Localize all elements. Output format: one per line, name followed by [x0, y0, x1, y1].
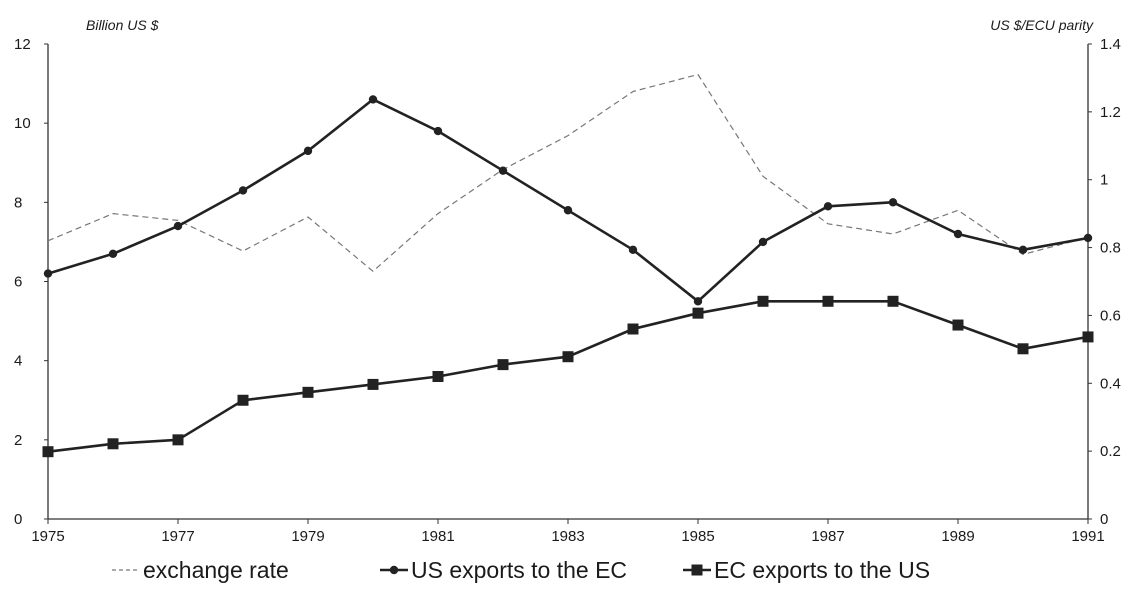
- series-point-square: [1017, 343, 1029, 355]
- series-point-square: [627, 323, 639, 335]
- right-y-tick-label: 0.4: [1100, 375, 1121, 392]
- series-point-circle: [1018, 245, 1028, 255]
- series-point-square: [237, 394, 249, 406]
- series-point-circle: [628, 245, 638, 255]
- series-point-circle: [693, 297, 703, 306]
- series-point-square: [42, 446, 54, 458]
- legend-label-2: EC exports to the US: [714, 557, 930, 583]
- series-point-circle: [498, 166, 508, 175]
- right-y-tick-label: 1.2: [1100, 104, 1121, 121]
- series-point-square: [562, 351, 574, 363]
- left-axis-title: Billion US $: [86, 17, 159, 33]
- x-tick-label: 1979: [291, 528, 324, 545]
- legend-square: [691, 564, 703, 576]
- series-line-0: [47, 73, 1089, 272]
- x-tick-label: 1975: [31, 528, 64, 545]
- left-y-tick-label: 10: [14, 115, 31, 132]
- series-point-circle: [238, 186, 248, 195]
- series-line-2: [47, 299, 1089, 453]
- right-y-tick-label: 0.6: [1100, 307, 1121, 324]
- series-point-square: [757, 295, 769, 307]
- series-point-square: [432, 371, 444, 382]
- legend-swatch-1: [380, 565, 408, 575]
- series-point-square: [172, 434, 184, 446]
- series-point-circle: [1083, 233, 1093, 243]
- x-axis-ticks: 1975 1977 1979 1981 1983 1985 1987 1989 1991: [31, 519, 1105, 545]
- right-y-tick-label: 0.2: [1100, 443, 1121, 460]
- left-y-tick-label: 4: [14, 353, 22, 370]
- series-point-square: [497, 359, 509, 371]
- series-point-square: [887, 295, 899, 307]
- x-tick-label: 1987: [811, 528, 844, 545]
- series-line-1: [47, 98, 1089, 303]
- right-y-tick-label: 0: [1100, 511, 1108, 528]
- legend-label-0: exchange rate: [143, 557, 289, 583]
- right-axis-title: US $/ECU parity: [990, 17, 1094, 33]
- legend-circle: [389, 565, 399, 575]
- series-point-square: [107, 438, 119, 450]
- series-point-square: [692, 307, 704, 319]
- series-point-circle: [888, 198, 898, 207]
- x-tick-label: 1977: [161, 528, 194, 545]
- right-y-tick-label: 0.8: [1100, 240, 1121, 257]
- legend: exchange rate US exports to the EC EC expo…: [112, 557, 930, 583]
- legend-label-1: US exports to the EC: [411, 557, 627, 583]
- right-y-tick-label: 1.4: [1100, 36, 1121, 53]
- series-layer: [42, 73, 1094, 458]
- x-tick-label: 1981: [421, 528, 454, 545]
- series-point-circle: [758, 237, 768, 247]
- x-tick-label: 1983: [551, 528, 584, 545]
- series-2: [42, 295, 1094, 458]
- series-point-square: [302, 386, 314, 398]
- series-point-square: [822, 295, 834, 307]
- series-point-square: [1082, 331, 1094, 343]
- series-1: [43, 95, 1093, 306]
- series-point-circle: [953, 229, 963, 239]
- series-point-circle: [108, 249, 118, 258]
- left-y-tick-label: 12: [14, 36, 31, 53]
- left-y-tick-label: 8: [14, 194, 22, 211]
- series-point-circle: [433, 126, 443, 136]
- series-point-square: [952, 319, 964, 331]
- left-y-tick-label: 0: [14, 511, 22, 528]
- series-point-circle: [563, 206, 573, 215]
- right-y-axis-ticks: 0 0.2 0.4 0.6 0.8 1 1.2 1.4: [1088, 36, 1121, 528]
- right-y-tick-label: 1: [1100, 172, 1108, 189]
- series-0: [47, 73, 1089, 272]
- series-point-circle: [43, 269, 53, 278]
- left-y-tick-label: 2: [14, 432, 22, 449]
- legend-swatch-2: [683, 564, 711, 576]
- left-y-axis-ticks: 0 2 4 6 8 10 12: [14, 36, 48, 528]
- series-point-circle: [303, 146, 313, 156]
- left-y-tick-label: 6: [14, 274, 22, 291]
- x-tick-label: 1991: [1071, 528, 1104, 545]
- x-tick-label: 1985: [681, 528, 714, 545]
- series-point-circle: [368, 95, 378, 104]
- series-point-circle: [173, 221, 183, 231]
- series-point-square: [367, 378, 379, 390]
- axes: [47, 44, 1089, 520]
- x-tick-label: 1989: [941, 528, 974, 545]
- series-point-circle: [823, 202, 833, 211]
